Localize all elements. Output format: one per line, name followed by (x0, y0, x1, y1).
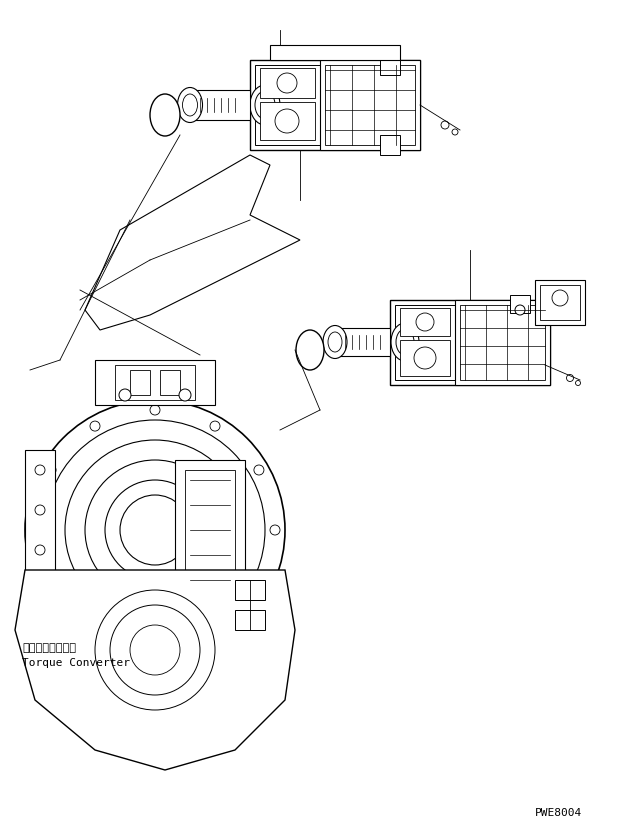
Circle shape (46, 465, 56, 475)
Circle shape (277, 73, 297, 93)
Bar (175, 460, 245, 600)
Bar (260, 68, 315, 98)
Circle shape (210, 421, 220, 431)
Circle shape (210, 629, 220, 639)
Circle shape (150, 405, 160, 415)
Ellipse shape (250, 85, 280, 125)
Ellipse shape (328, 332, 342, 352)
Ellipse shape (396, 329, 414, 355)
Ellipse shape (183, 94, 197, 116)
Bar (390, 300, 550, 385)
Circle shape (119, 389, 131, 401)
Bar (320, 60, 420, 150)
Bar (95, 360, 215, 405)
Bar (185, 470, 235, 590)
Circle shape (35, 465, 45, 475)
Circle shape (110, 605, 200, 695)
Bar (335, 328, 390, 356)
Polygon shape (15, 570, 295, 770)
Circle shape (552, 290, 568, 306)
Circle shape (65, 440, 245, 620)
Bar (380, 135, 400, 155)
Text: Torque Converter: Torque Converter (22, 658, 130, 668)
Circle shape (270, 525, 280, 535)
Ellipse shape (178, 88, 203, 122)
Circle shape (416, 313, 434, 331)
Circle shape (90, 421, 100, 431)
Text: PWE8004: PWE8004 (535, 808, 582, 818)
Circle shape (275, 109, 299, 133)
Circle shape (441, 121, 449, 129)
Circle shape (414, 347, 436, 369)
Text: トルクコンバータ: トルクコンバータ (22, 643, 76, 653)
Bar (400, 340, 450, 376)
Bar (255, 65, 415, 145)
Bar (235, 580, 265, 600)
Circle shape (90, 629, 100, 639)
Circle shape (179, 389, 191, 401)
Bar (460, 305, 545, 380)
Ellipse shape (323, 326, 347, 358)
Circle shape (25, 400, 285, 660)
Bar (325, 65, 415, 145)
Circle shape (120, 495, 190, 565)
Circle shape (567, 375, 573, 381)
Bar (455, 300, 550, 385)
Bar (190, 90, 250, 120)
Bar (400, 308, 450, 336)
Circle shape (130, 625, 180, 675)
Circle shape (46, 585, 56, 595)
Bar (540, 285, 580, 320)
Bar (130, 370, 150, 395)
Circle shape (30, 525, 40, 535)
Circle shape (254, 465, 264, 475)
Bar (160, 370, 180, 395)
Ellipse shape (150, 94, 180, 136)
Bar (250, 60, 420, 150)
Bar (235, 610, 265, 630)
Bar (535, 280, 585, 325)
Circle shape (85, 460, 225, 600)
Bar (260, 102, 315, 140)
Circle shape (35, 545, 45, 555)
Circle shape (150, 645, 160, 655)
Circle shape (576, 380, 580, 385)
Circle shape (515, 305, 525, 315)
Circle shape (95, 590, 215, 710)
Bar (25, 450, 55, 610)
Ellipse shape (255, 91, 275, 119)
Bar (395, 305, 545, 380)
Circle shape (35, 585, 45, 595)
Bar (510, 295, 530, 313)
Bar (380, 55, 400, 75)
Bar (270, 45, 400, 60)
Circle shape (254, 585, 264, 595)
Polygon shape (85, 155, 300, 330)
Circle shape (35, 505, 45, 515)
Circle shape (105, 480, 205, 580)
Ellipse shape (296, 330, 324, 370)
Bar (115, 365, 195, 400)
Circle shape (452, 129, 458, 135)
Circle shape (45, 420, 265, 640)
Ellipse shape (391, 323, 419, 361)
